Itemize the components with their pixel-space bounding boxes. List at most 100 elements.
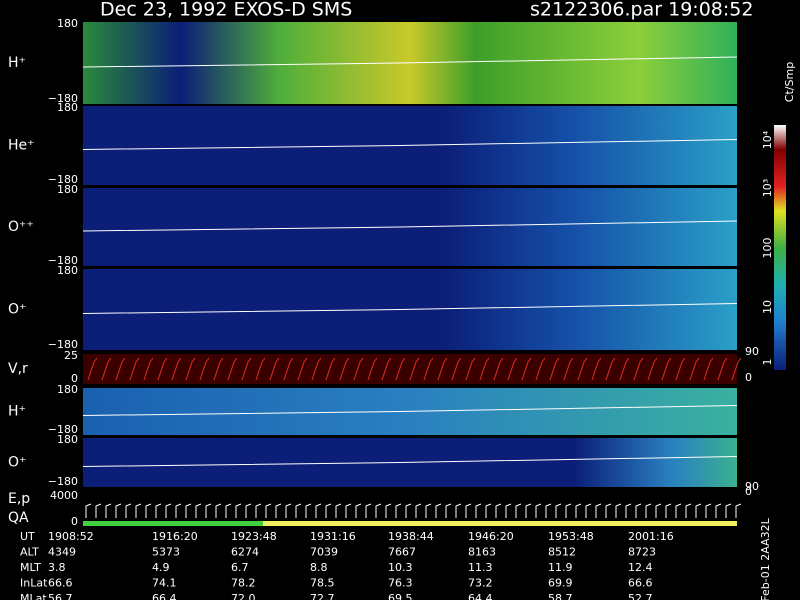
panel-name: E,p <box>8 491 30 507</box>
cell: 8512 <box>548 546 576 559</box>
tick-label: 180 <box>57 264 78 277</box>
cell: 66.4 <box>152 592 177 600</box>
qa-bar <box>263 521 737 526</box>
velocity-mark <box>143 357 154 381</box>
row-label: InLat <box>20 577 48 590</box>
ep-mark <box>465 503 472 518</box>
velocity-mark <box>171 357 182 381</box>
right-tick-label: 0 <box>745 485 752 498</box>
cell: 72.0 <box>231 592 256 600</box>
panel-name: O⁺ <box>8 455 26 471</box>
ep-mark <box>375 503 382 518</box>
ep-mark <box>295 503 302 518</box>
ep-mark <box>355 503 362 518</box>
velocity-mark <box>101 357 112 381</box>
cell: 58.7 <box>548 592 573 600</box>
trace-line <box>82 405 738 416</box>
ep-mark <box>335 503 342 518</box>
velocity-mark <box>157 357 168 381</box>
ep-mark <box>475 503 482 518</box>
ep-mark <box>195 503 202 518</box>
cell: 56.7 <box>48 592 73 600</box>
panel-name: V,r <box>8 361 28 377</box>
ep-mark <box>225 503 232 518</box>
panel-name: O⁺ <box>8 302 26 318</box>
cell: 1908:52 <box>48 530 94 543</box>
velocity-mark <box>647 357 658 381</box>
cell: 3.8 <box>48 561 66 574</box>
ep-mark <box>125 503 132 518</box>
velocity-mark <box>563 357 574 381</box>
cell: 73.2 <box>468 577 493 590</box>
velocity-mark <box>87 357 98 381</box>
cell: 74.1 <box>152 577 177 590</box>
velocity-mark <box>535 357 546 381</box>
ep-mark <box>285 503 292 518</box>
velocity-mark <box>185 357 196 381</box>
colorbar <box>774 125 786 370</box>
cell: 12.4 <box>628 561 653 574</box>
ep-mark <box>675 503 682 518</box>
tick-label: −180 <box>48 423 78 436</box>
ep-mark <box>85 503 92 518</box>
tick-label: 180 <box>57 383 78 396</box>
velocity-mark <box>129 357 140 381</box>
panel-name: He⁺ <box>8 138 35 154</box>
cell: 1916:20 <box>152 530 198 543</box>
ep-mark <box>365 503 372 518</box>
velocity-mark <box>451 357 462 381</box>
ep-mark <box>485 503 492 518</box>
ep-mark <box>105 503 112 518</box>
ep-mark <box>625 503 632 518</box>
velocity-mark <box>703 357 714 381</box>
tick-label: 0 <box>71 372 78 385</box>
ep-mark <box>145 503 152 518</box>
ep-mark <box>555 503 562 518</box>
panel-name: H⁺ <box>8 55 26 71</box>
velocity-mark <box>325 357 336 381</box>
cell: 72.7 <box>310 592 335 600</box>
velocity-mark <box>213 357 224 381</box>
cell: 5373 <box>152 546 180 559</box>
cell: 6274 <box>231 546 259 559</box>
trace-line <box>82 139 738 150</box>
velocity-mark <box>731 357 742 381</box>
velocity-mark <box>661 357 672 381</box>
cell: 7039 <box>310 546 338 559</box>
ep-mark <box>565 503 572 518</box>
colorbar-label: 10⁴ <box>761 130 774 149</box>
ep-mark <box>715 503 722 518</box>
velocity-mark <box>521 357 532 381</box>
ep-mark <box>385 503 392 518</box>
ep-mark <box>585 503 592 518</box>
velocity-mark <box>493 357 504 381</box>
ep-mark <box>415 503 422 518</box>
velocity-mark <box>717 357 728 381</box>
cell: 2001:16 <box>628 530 674 543</box>
trace-line <box>82 220 738 232</box>
colorbar-label: 100 <box>761 238 774 259</box>
cell: 10.3 <box>388 561 413 574</box>
panel-name: H⁺ <box>8 404 26 420</box>
velocity-mark <box>423 357 434 381</box>
ep-mark <box>395 503 402 518</box>
cell: 11.3 <box>468 561 493 574</box>
cell: 1938:44 <box>388 530 434 543</box>
ep-mark <box>695 503 702 518</box>
tick-label: −180 <box>48 254 78 267</box>
velocity-mark <box>395 357 406 381</box>
velocity-mark <box>591 357 602 381</box>
tick-label: −180 <box>48 475 78 488</box>
velocity-mark <box>605 357 616 381</box>
ep-mark <box>665 503 672 518</box>
colorbar-unit: Ct/Smp <box>783 62 796 102</box>
cell: 1953:48 <box>548 530 594 543</box>
right-tick-label: 90 <box>745 345 759 358</box>
velocity-mark <box>577 357 588 381</box>
ep-mark <box>725 503 732 518</box>
velocity-mark <box>283 357 294 381</box>
ep-mark <box>635 503 642 518</box>
tick-label: 180 <box>57 183 78 196</box>
cell: 78.5 <box>310 577 335 590</box>
ep-mark <box>495 503 502 518</box>
